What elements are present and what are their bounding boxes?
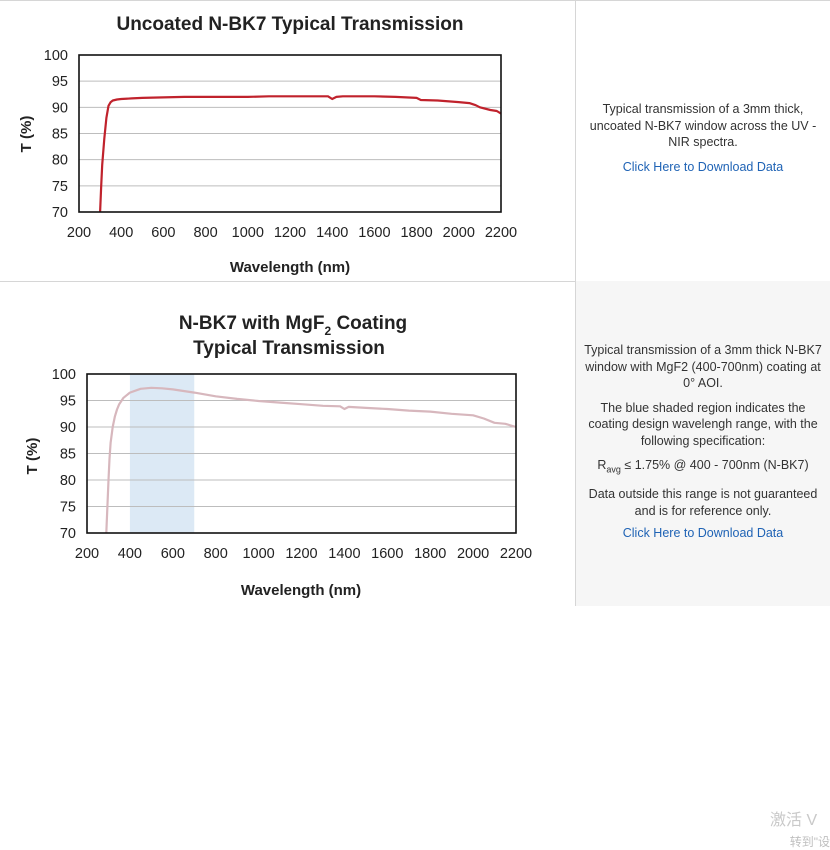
- x-tick-label: 1000: [242, 546, 274, 562]
- y-tick-label: 70: [60, 526, 76, 542]
- y-tick-label: 90: [60, 420, 76, 436]
- y-tick-label: 80: [60, 473, 76, 489]
- spec-symbol: R: [597, 458, 607, 472]
- y-tick-label: 90: [52, 100, 68, 116]
- x-tick-label: 200: [75, 546, 99, 562]
- mgf2-transmission-chart: N-BK7 with MgF2 Coating Typical Transmis…: [24, 313, 532, 599]
- y-tick-label: 95: [60, 394, 76, 410]
- download-data-link[interactable]: Click Here to Download Data: [622, 159, 784, 174]
- x-tick-label: 400: [109, 225, 133, 241]
- chart-cell-mgf2: N-BK7 with MgF2 Coating Typical Transmis…: [0, 281, 575, 606]
- plot-area: 70 75 80 85 90 95 100 200 400 600 800 1000 1200 1400 1…: [44, 48, 517, 241]
- x-tick-label: 1800: [400, 225, 432, 241]
- coating-spec: Ravg ≤ 1.75% @ 400 - 700nm (N-BK7): [584, 457, 822, 478]
- x-tick-label: 1000: [232, 225, 264, 241]
- info-cell-mgf2: Typical transmission of a 3mm thick N-BK…: [575, 281, 830, 849]
- x-tick-label: 1200: [274, 225, 306, 241]
- chart-title: Uncoated N-BK7 Typical Transmission: [116, 14, 463, 35]
- x-tick-label: 1400: [328, 546, 360, 562]
- y-tick-label: 95: [52, 74, 68, 90]
- chart-row-uncoated: Uncoated N-BK7 Typical Transmission 70 75…: [0, 0, 830, 282]
- x-tick-label: 800: [193, 225, 217, 241]
- plot-frame: [86, 373, 517, 534]
- spec-text: ≤ 1.75% @ 400 - 700nm (N-BK7): [620, 458, 809, 472]
- chart-title-line2: Typical Transmission: [193, 338, 385, 359]
- disclaimer-text: Data outside this range is not guarantee…: [588, 487, 818, 518]
- description-text: Typical transmission of a 3mm thick, unc…: [589, 102, 817, 149]
- plot-area: 70 75 80 85 90 95 100 200 400 600 800 1000 1200 1400 1…: [52, 367, 532, 562]
- y-tick-label: 75: [60, 500, 76, 516]
- transmission-series-line: [105, 386, 517, 534]
- y-tick-label: 85: [60, 447, 76, 463]
- plot-frame: [78, 54, 502, 213]
- chart-row-mgf2: N-BK7 with MgF2 Coating Typical Transmis…: [0, 281, 830, 849]
- watermark-text: 激活 V: [770, 812, 818, 829]
- info-cell-uncoated: Typical transmission of a 3mm thick, unc…: [575, 1, 830, 281]
- y-tick-label: 80: [52, 153, 68, 169]
- x-tick-label: 600: [161, 546, 185, 562]
- x-tick-label: 1600: [358, 225, 390, 241]
- y-tick-label: 100: [52, 367, 76, 383]
- y-tick-label: 70: [52, 205, 68, 221]
- y-axis-label: T (%): [24, 438, 41, 475]
- x-axis-label: Wavelength (nm): [241, 582, 361, 599]
- y-tick-label: 100: [44, 48, 68, 64]
- x-tick-label: 400: [118, 546, 142, 562]
- x-axis-label: Wavelength (nm): [230, 259, 350, 276]
- y-tick-label: 75: [52, 179, 68, 195]
- x-tick-label: 800: [204, 546, 228, 562]
- transmission-series-line: [99, 95, 502, 213]
- download-data-link[interactable]: Click Here to Download Data: [622, 526, 784, 540]
- x-tick-label: 2200: [485, 225, 517, 241]
- uncoated-transmission-chart: Uncoated N-BK7 Typical Transmission 70 75…: [18, 14, 517, 276]
- y-tick-label: 85: [52, 127, 68, 143]
- x-tick-label: 1600: [371, 546, 403, 562]
- x-tick-label: 2200: [500, 546, 532, 562]
- x-tick-label: 2000: [457, 546, 489, 562]
- shaded-region-note: The blue shaded region indicates the coa…: [588, 400, 818, 448]
- spec-subscript: avg: [606, 464, 621, 475]
- x-tick-label: 1400: [316, 225, 348, 241]
- x-tick-label: 1200: [285, 546, 317, 562]
- description-text: Typical transmission of a 3mm thick N-BK…: [584, 343, 822, 390]
- info-text-mgf2: Typical transmission of a 3mm thick N-BK…: [584, 342, 822, 542]
- x-tick-label: 600: [151, 225, 175, 241]
- x-tick-label: 200: [67, 225, 91, 241]
- x-tick-label: 1800: [414, 546, 446, 562]
- chart-cell-uncoated: Uncoated N-BK7 Typical Transmission 70 75…: [0, 1, 575, 281]
- y-axis-label: T (%): [18, 116, 35, 153]
- watermark-subtext: 转到"设: [789, 835, 830, 849]
- info-text-uncoated: Typical transmission of a 3mm thick, unc…: [584, 101, 822, 175]
- chart-title: N-BK7 with MgF2 Coating: [179, 313, 407, 338]
- x-tick-label: 2000: [443, 225, 475, 241]
